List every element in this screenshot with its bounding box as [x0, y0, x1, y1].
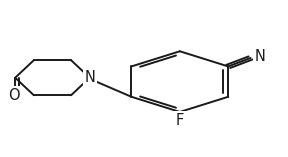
Text: N: N [254, 49, 265, 64]
Text: N: N [84, 70, 95, 85]
Text: F: F [176, 113, 184, 128]
Text: O: O [9, 88, 20, 103]
